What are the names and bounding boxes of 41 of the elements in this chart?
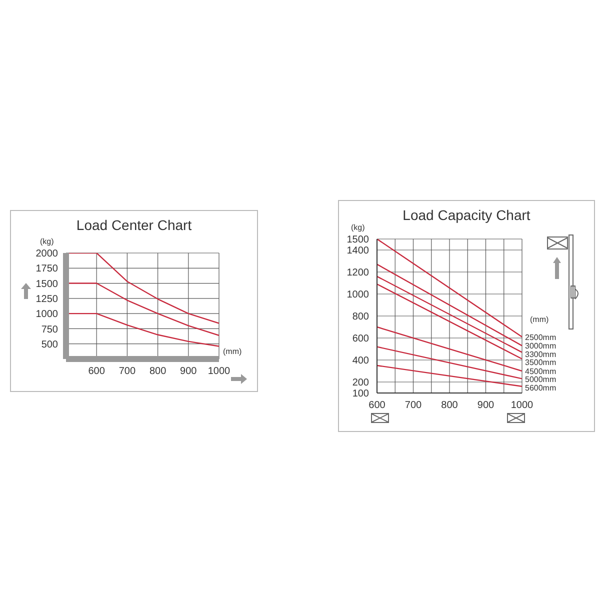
y-tick-label: 1000	[346, 290, 370, 301]
series-label: 5600mm	[525, 383, 556, 392]
y-tick-label: 600	[352, 334, 370, 345]
series-label: 2500mm	[525, 332, 556, 342]
x-tick-label: 700	[118, 366, 136, 378]
legend-title: (mm)	[530, 314, 549, 324]
y-tick-label: 1500	[36, 278, 58, 290]
x-tick-label: 600	[88, 366, 106, 378]
x-tick-label: 800	[149, 366, 167, 378]
y-tick-label: 1400	[346, 246, 370, 257]
y-tick-label: 100	[352, 388, 370, 400]
y-tick-label: 400	[352, 356, 370, 367]
y-tick-label: 800	[352, 312, 370, 323]
x-tick-label: 900	[477, 400, 495, 412]
x-tick-label: 1000	[510, 400, 534, 412]
y-tick-label: 500	[41, 339, 58, 350]
y-axis-title: (kg)	[40, 237, 54, 246]
y-tick-label: 750	[41, 324, 58, 336]
series-label: 3000mm	[525, 342, 556, 351]
series-label: 4500mm	[525, 367, 556, 376]
x-tick-label: 600	[368, 400, 386, 412]
chart-title: Load Center Chart	[75, 217, 193, 233]
y-tick-label: 1250	[36, 294, 58, 305]
x-tick-label: 900	[180, 366, 198, 378]
x-tick-label: 1000	[208, 366, 231, 378]
line-series	[66, 282, 219, 336]
x-tick-label: 800	[441, 400, 458, 412]
x-axis-title: (mm)	[223, 347, 242, 356]
y-tick-label: 1200	[346, 268, 370, 279]
series-label: 3300mm	[525, 350, 556, 359]
y-axis-title: (kg)	[351, 223, 365, 232]
series-label: 3500mm	[525, 358, 556, 368]
y-tick-label: 1500	[346, 234, 370, 246]
line-series	[66, 312, 219, 347]
chart-title: Load Capacity Chart	[402, 207, 532, 223]
y-tick-label: 1750	[36, 264, 58, 275]
x-tick-label: 700	[404, 400, 422, 412]
y-tick-label: 1000	[36, 309, 58, 320]
series-label: 5000mm	[525, 375, 556, 384]
y-tick-label: 200	[352, 378, 370, 389]
y-tick-label: 2000	[36, 248, 58, 260]
